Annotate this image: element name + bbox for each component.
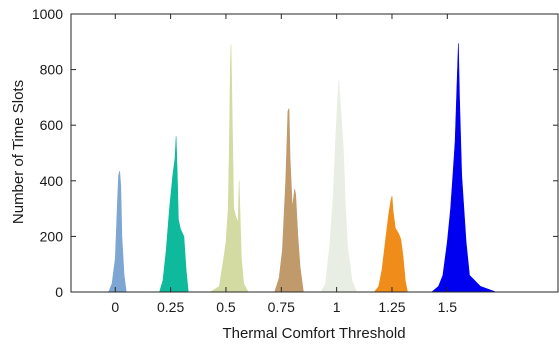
- y-tick-label: 0: [55, 284, 63, 300]
- y-tick-label: 600: [40, 117, 64, 133]
- y-tick-label: 200: [40, 228, 64, 244]
- series-area-0: [108, 171, 127, 293]
- y-tick-label: 400: [40, 173, 64, 189]
- x-tick-label: 1: [333, 299, 341, 315]
- series-area-3: [274, 108, 304, 293]
- x-tick-label: 1.5: [438, 299, 458, 315]
- plot-area: [71, 14, 558, 292]
- x-tick-label: 0: [111, 299, 119, 315]
- plot-background: [71, 14, 558, 292]
- x-tick-label: 1.25: [378, 299, 405, 315]
- axes-group: [70, 13, 559, 293]
- series-area-4: [320, 80, 358, 293]
- axes-box: [70, 13, 559, 293]
- y-tick-label: 800: [40, 62, 64, 78]
- series-area-2: [209, 44, 249, 293]
- x-tick-label: 0.5: [216, 299, 236, 315]
- x-axis-label: Thermal Comfort Threshold: [222, 325, 405, 342]
- series-area-1: [159, 136, 189, 293]
- series-group: [108, 43, 497, 293]
- series-area-6: [430, 43, 497, 293]
- y-axis-label: Number of Time Slots: [10, 80, 27, 224]
- y-tick-label: 1000: [32, 6, 63, 22]
- x-tick-label: 0.25: [157, 299, 184, 315]
- x-tick-label: 0.75: [268, 299, 295, 315]
- y-tick-group: 0 200 400 600 800 1000: [32, 6, 558, 300]
- x-tick-group: 0 0.25 0.5 0.75 1 1.25 1.5: [111, 14, 457, 315]
- series-area-5: [373, 196, 408, 293]
